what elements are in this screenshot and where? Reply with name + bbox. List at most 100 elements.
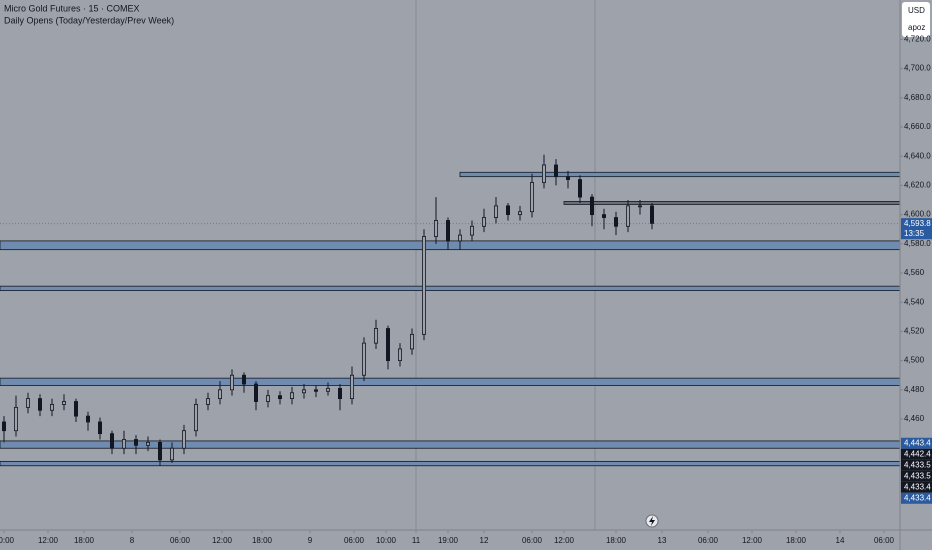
candle-body: [133, 439, 138, 446]
level-zone: [563, 201, 901, 205]
price-label-box: [901, 459, 932, 471]
candle-body: [397, 348, 402, 362]
candle-body: [626, 205, 631, 227]
level-zone: [459, 171, 901, 178]
candle-body: [301, 389, 306, 394]
candle-body: [421, 236, 426, 335]
candle-body: [229, 374, 234, 391]
candle-body: [650, 205, 655, 224]
candle-body: [25, 398, 30, 408]
x-tick-label: 12: [480, 536, 489, 545]
candle-body: [445, 220, 450, 242]
price-label-time: 13:35: [904, 229, 925, 238]
candle-body: [62, 401, 67, 405]
level-zone: [0, 285, 901, 291]
candle-body: [409, 333, 414, 350]
candle-body: [457, 234, 462, 242]
price-label: 4,593.8: [904, 219, 931, 228]
candle-body: [602, 214, 607, 218]
price-label-box: [901, 481, 932, 493]
candle-body: [13, 406, 18, 432]
currency-box[interactable]: [902, 2, 930, 37]
price-label-box: [901, 470, 932, 482]
candle-body: [385, 328, 390, 362]
price-label: 4,443.4: [904, 438, 931, 447]
price-label: 4,433.4: [904, 493, 931, 502]
candle-body: [590, 196, 595, 216]
x-tick-label: 18:00: [74, 536, 95, 545]
candle-body: [337, 387, 342, 399]
x-tick-label: 14: [836, 536, 845, 545]
candle-body: [2, 421, 7, 432]
candle-body: [241, 374, 246, 385]
candle-body: [145, 441, 150, 446]
indicator-name: Daily Opens (Today/Yesterday/Prev Week): [4, 15, 174, 25]
price-label-box: [901, 492, 932, 504]
candle-body: [566, 176, 571, 180]
x-tick-label: 13: [658, 536, 667, 545]
user: apoz: [908, 23, 925, 32]
price-label-box: [901, 448, 932, 460]
x-tick-label: 8: [130, 536, 135, 545]
y-tick-label: 4,460: [904, 414, 925, 423]
candle-body: [181, 430, 186, 449]
level-zone: [0, 240, 901, 251]
candle-body: [50, 404, 55, 411]
x-tick-label: 06:00: [170, 536, 191, 545]
candle-body: [638, 205, 643, 208]
y-tick-label: 4,680.0: [904, 93, 931, 102]
x-tick-label: 06:00: [522, 536, 543, 545]
price-label: 4,433.5: [904, 471, 931, 480]
price-label: 4,433.5: [904, 460, 931, 469]
candle-body: [205, 398, 210, 405]
candle-body: [265, 395, 270, 402]
candle-body: [217, 389, 222, 399]
candle-body: [193, 404, 198, 432]
candle-body: [518, 211, 523, 216]
candle-body: [86, 415, 91, 423]
x-tick-label: 18:00: [252, 536, 273, 545]
y-tick-label: 4,580.0: [904, 239, 931, 248]
candle-body: [542, 164, 547, 183]
x-tick-label: 11: [412, 536, 421, 545]
y-tick-label: 4,520: [904, 327, 925, 336]
currency: USD: [908, 6, 925, 15]
y-tick-label: 4,660.0: [904, 122, 931, 131]
candle-body: [505, 205, 510, 216]
y-tick-label: 4,560: [904, 268, 925, 277]
y-tick-label: 4,700.0: [904, 64, 931, 73]
candle-body: [98, 421, 103, 435]
y-tick-label: 4,720.0: [904, 35, 931, 44]
candle-body: [433, 220, 438, 237]
candle-body: [169, 447, 174, 461]
candle-body: [481, 217, 486, 227]
x-tick-label: 00:00: [0, 536, 15, 545]
y-tick-label: 4,640.0: [904, 151, 931, 160]
candle-body: [74, 401, 79, 417]
candle-body: [325, 387, 330, 392]
x-tick-label: 9: [308, 536, 313, 545]
candle-body: [493, 205, 498, 218]
y-tick-label: 4,500: [904, 356, 925, 365]
y-tick-label: 4,620.0: [904, 181, 931, 190]
candle-body: [277, 395, 282, 399]
bolt-icon: [649, 516, 655, 526]
x-tick-label: 06:00: [874, 536, 895, 545]
candle-body: [554, 164, 559, 178]
x-tick-label: 18:00: [786, 536, 807, 545]
x-tick-label: 10:00: [376, 536, 397, 545]
x-tick-label: 12:00: [554, 536, 575, 545]
x-tick-label: 19:00: [438, 536, 459, 545]
price-label: 4,433.4: [904, 482, 931, 491]
candle-body: [253, 383, 258, 402]
x-tick-label: 18:00: [606, 536, 627, 545]
x-tick-label: 12:00: [38, 536, 59, 545]
price-label-box: [901, 437, 932, 449]
candle-body: [157, 441, 162, 461]
price-label: 4,442.4: [904, 449, 931, 458]
x-tick-label: 12:00: [212, 536, 233, 545]
chart-title: Micro Gold Futures · 15 · COMEX: [4, 3, 140, 13]
candle-body: [614, 217, 619, 227]
